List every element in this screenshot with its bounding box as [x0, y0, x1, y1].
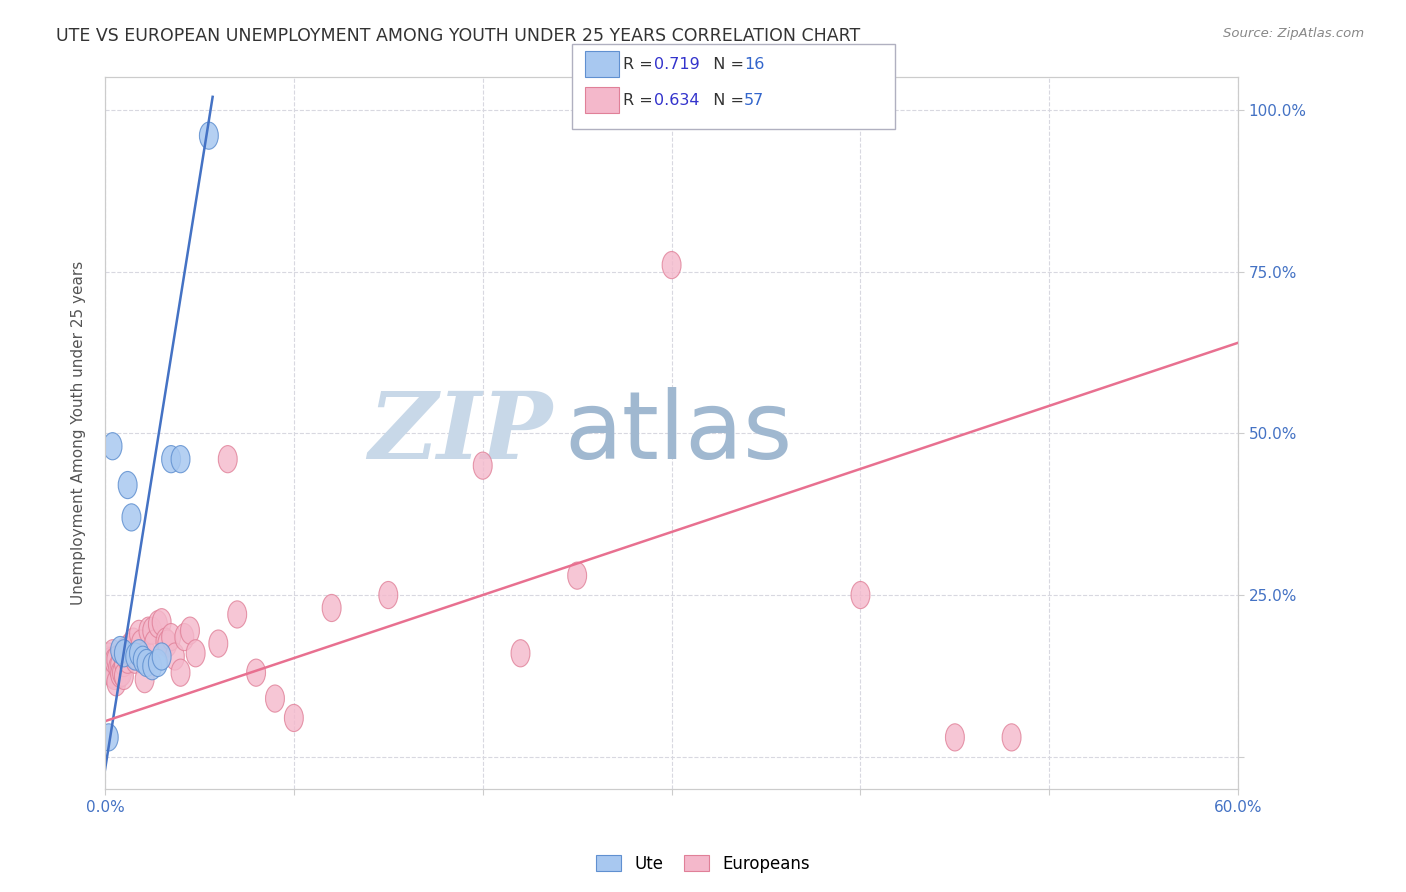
Ellipse shape	[118, 646, 138, 673]
Ellipse shape	[122, 504, 141, 531]
Ellipse shape	[568, 562, 586, 590]
Ellipse shape	[103, 433, 122, 459]
Ellipse shape	[112, 659, 131, 686]
Ellipse shape	[662, 252, 681, 278]
Ellipse shape	[118, 472, 138, 499]
Ellipse shape	[97, 646, 117, 673]
Ellipse shape	[111, 651, 129, 679]
Ellipse shape	[209, 630, 228, 657]
Text: ZIP: ZIP	[368, 388, 553, 478]
Ellipse shape	[162, 624, 180, 650]
Ellipse shape	[149, 610, 167, 638]
Ellipse shape	[107, 669, 125, 696]
Ellipse shape	[139, 617, 157, 644]
Ellipse shape	[135, 665, 155, 693]
Ellipse shape	[138, 641, 156, 668]
Ellipse shape	[100, 653, 118, 680]
Ellipse shape	[128, 643, 146, 670]
Text: 0.719: 0.719	[654, 56, 700, 71]
Ellipse shape	[134, 646, 152, 673]
Text: R =: R =	[623, 93, 658, 108]
Ellipse shape	[180, 617, 200, 644]
Ellipse shape	[851, 582, 870, 608]
Ellipse shape	[117, 637, 135, 664]
Ellipse shape	[474, 452, 492, 479]
Ellipse shape	[322, 594, 342, 622]
Ellipse shape	[266, 685, 284, 712]
Ellipse shape	[125, 643, 145, 670]
Text: R =: R =	[623, 56, 658, 71]
Text: Source: ZipAtlas.com: Source: ZipAtlas.com	[1223, 27, 1364, 40]
Ellipse shape	[107, 646, 125, 673]
Ellipse shape	[145, 630, 163, 657]
Ellipse shape	[105, 663, 124, 690]
Text: 16: 16	[744, 56, 765, 71]
Ellipse shape	[218, 446, 238, 473]
Ellipse shape	[156, 628, 174, 656]
Ellipse shape	[166, 643, 184, 670]
Ellipse shape	[129, 620, 149, 648]
Y-axis label: Unemployment Among Youth under 25 years: Unemployment Among Youth under 25 years	[72, 261, 86, 606]
Ellipse shape	[103, 660, 122, 688]
Text: atlas: atlas	[564, 387, 792, 479]
Ellipse shape	[111, 660, 129, 688]
Text: 57: 57	[744, 93, 765, 108]
Ellipse shape	[228, 601, 246, 628]
Ellipse shape	[114, 649, 134, 676]
Text: UTE VS EUROPEAN UNEMPLOYMENT AMONG YOUTH UNDER 25 YEARS CORRELATION CHART: UTE VS EUROPEAN UNEMPLOYMENT AMONG YOUTH…	[56, 27, 860, 45]
Ellipse shape	[125, 646, 145, 673]
Ellipse shape	[200, 122, 218, 149]
Ellipse shape	[152, 643, 172, 670]
Ellipse shape	[114, 640, 134, 667]
Ellipse shape	[105, 648, 124, 674]
Ellipse shape	[378, 582, 398, 608]
Ellipse shape	[143, 653, 162, 680]
Ellipse shape	[284, 705, 304, 731]
Text: 0.634: 0.634	[654, 93, 700, 108]
Ellipse shape	[124, 628, 143, 656]
Ellipse shape	[510, 640, 530, 667]
Ellipse shape	[138, 649, 156, 676]
Ellipse shape	[114, 663, 134, 690]
Ellipse shape	[120, 633, 139, 660]
Ellipse shape	[100, 723, 118, 751]
Ellipse shape	[122, 640, 141, 667]
Ellipse shape	[101, 648, 120, 674]
Ellipse shape	[152, 608, 172, 636]
Ellipse shape	[103, 640, 122, 667]
Ellipse shape	[172, 446, 190, 473]
Ellipse shape	[174, 624, 194, 650]
Ellipse shape	[186, 640, 205, 667]
Ellipse shape	[162, 446, 180, 473]
Ellipse shape	[157, 630, 177, 657]
Ellipse shape	[100, 643, 118, 670]
Ellipse shape	[1002, 723, 1021, 751]
Text: N =: N =	[703, 56, 749, 71]
Ellipse shape	[129, 640, 149, 667]
Ellipse shape	[131, 630, 150, 657]
Ellipse shape	[945, 723, 965, 751]
Ellipse shape	[143, 617, 162, 644]
Ellipse shape	[111, 637, 129, 664]
Ellipse shape	[149, 649, 167, 676]
Legend: Ute, Europeans: Ute, Europeans	[589, 848, 817, 880]
Ellipse shape	[246, 659, 266, 686]
Ellipse shape	[101, 656, 120, 683]
Ellipse shape	[172, 659, 190, 686]
Ellipse shape	[108, 654, 128, 681]
Text: N =: N =	[703, 93, 749, 108]
Ellipse shape	[134, 643, 152, 670]
